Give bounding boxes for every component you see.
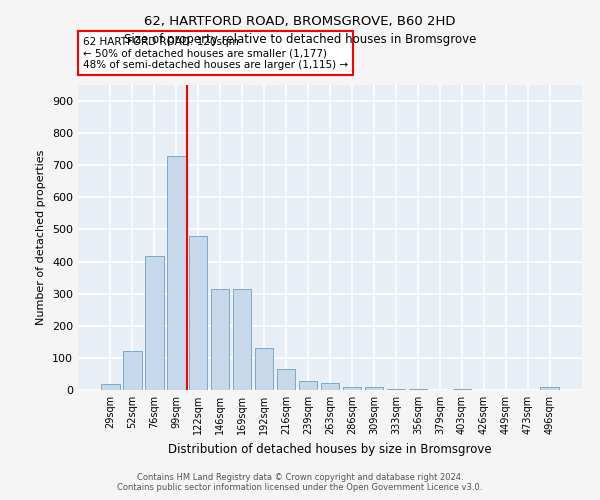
Bar	[167, 156, 185, 390]
Bar	[409, 389, 427, 390]
Bar	[123, 351, 142, 390]
Bar	[101, 384, 119, 390]
Bar	[189, 236, 208, 390]
Bar	[541, 388, 559, 390]
Text: Size of property relative to detached houses in Bromsgrove: Size of property relative to detached ho…	[124, 32, 476, 46]
Text: 62 HARTFORD ROAD: 120sqm
← 50% of detached houses are smaller (1,177)
48% of sem: 62 HARTFORD ROAD: 120sqm ← 50% of detach…	[83, 36, 348, 70]
Bar	[343, 387, 361, 390]
Y-axis label: Number of detached properties: Number of detached properties	[37, 150, 46, 325]
Bar	[255, 348, 274, 390]
Bar	[211, 289, 229, 390]
Bar	[277, 369, 295, 390]
Bar	[452, 389, 471, 390]
Text: Contains HM Land Registry data © Crown copyright and database right 2024.
Contai: Contains HM Land Registry data © Crown c…	[118, 473, 482, 492]
X-axis label: Distribution of detached houses by size in Bromsgrove: Distribution of detached houses by size …	[168, 442, 492, 456]
Bar	[299, 381, 317, 390]
Bar	[386, 389, 405, 390]
Bar	[320, 383, 340, 390]
Bar	[233, 289, 251, 390]
Bar	[145, 256, 164, 390]
Text: 62, HARTFORD ROAD, BROMSGROVE, B60 2HD: 62, HARTFORD ROAD, BROMSGROVE, B60 2HD	[144, 15, 456, 28]
Bar	[365, 387, 383, 390]
